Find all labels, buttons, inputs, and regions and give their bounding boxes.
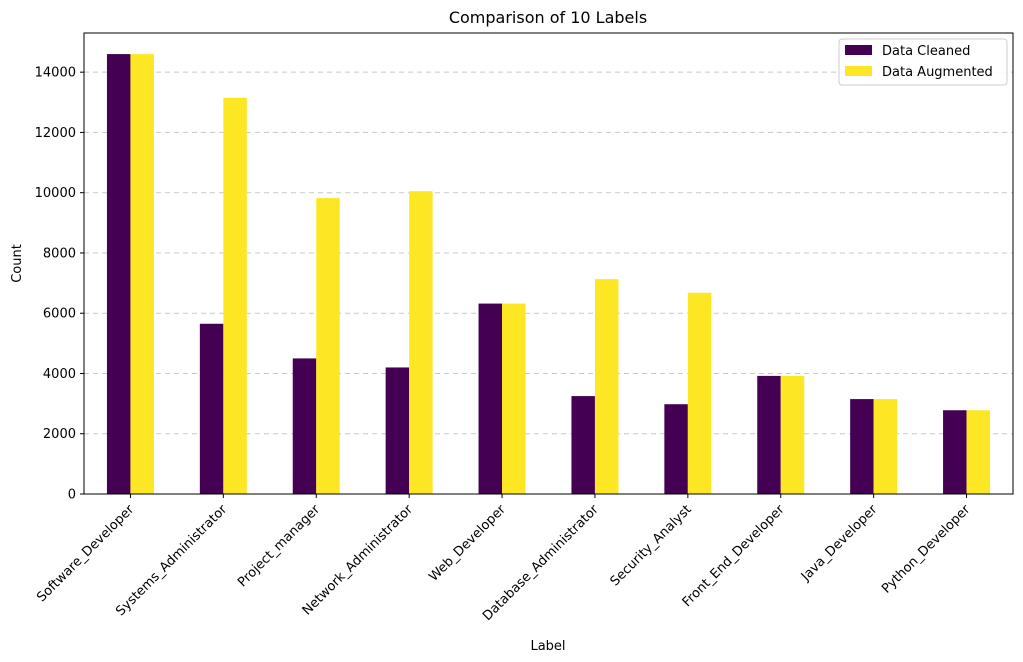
bar-data-cleaned-python-developer [943, 410, 967, 494]
bar-data-cleaned-java-developer [850, 399, 874, 494]
bar-data-augmented-front-end-developer [780, 375, 805, 494]
x-tick-label: Web_Developer [426, 502, 509, 585]
y-tick-label: 14000 [35, 66, 76, 81]
bar-data-cleaned-systems-administrator [199, 323, 224, 494]
x-tick-label: Network_Administrator [300, 502, 417, 619]
x-tick-label: Front_End_Developer [680, 502, 788, 610]
bar-data-augmented-java-developer [873, 399, 898, 494]
x-tick-label: Java_Developer [798, 502, 881, 585]
bar-data-augmented-network-administrator [409, 191, 433, 494]
y-tick-label: 8000 [43, 246, 76, 261]
y-tick-label: 10000 [35, 186, 76, 201]
chart-title: Comparison of 10 Labels [449, 8, 647, 27]
x-tick-label: Project_manager [235, 502, 323, 590]
bar-data-augmented-software-developer [130, 54, 154, 495]
legend-label: Data Cleaned [882, 44, 970, 59]
bar-data-augmented-project-manager [316, 198, 340, 494]
bar-data-cleaned-security-analyst [664, 404, 688, 494]
bar-data-cleaned-database-administrator [571, 396, 595, 494]
bar-data-cleaned-network-administrator [385, 367, 410, 494]
legend-box [838, 38, 1008, 86]
bar-data-cleaned-web-developer [478, 303, 503, 494]
legend-swatch [845, 45, 872, 55]
bar-data-cleaned-project-manager [292, 358, 317, 494]
y-tick-label: 4000 [43, 367, 76, 382]
legend-label: Data Augmented [882, 65, 993, 80]
bars [106, 54, 991, 495]
x-axis-label: Label [530, 639, 565, 654]
bar-data-cleaned-front-end-developer [757, 375, 781, 494]
legend-swatch [845, 66, 872, 76]
y-tick-label: 12000 [35, 126, 76, 141]
x-tick-label: Software_Developer [34, 502, 137, 605]
legend: Data Cleaned Data Augmented [838, 38, 1008, 86]
x-tick-label: Python_Developer [879, 502, 974, 597]
y-axis: 0 2000 4000 6000 8000 10000 12000 14000 [35, 66, 84, 503]
bar-data-cleaned-software-developer [106, 54, 131, 495]
bar-data-augmented-security-analyst [687, 292, 712, 494]
bar-data-augmented-systems-administrator [223, 97, 247, 495]
plot-frame [83, 32, 1014, 495]
bar-data-augmented-database-administrator [594, 279, 619, 494]
bar-data-augmented-python-developer [966, 410, 991, 494]
y-tick-label: 0 [68, 488, 76, 503]
y-axis-label: Count [10, 244, 25, 283]
bar-data-augmented-web-developer [502, 303, 526, 494]
x-tick-label: Security_Analyst [608, 502, 695, 589]
y-tick-label: 2000 [43, 427, 76, 442]
x-tick-label: Systems_Administrator [113, 502, 230, 619]
y-tick-label: 6000 [43, 307, 76, 322]
